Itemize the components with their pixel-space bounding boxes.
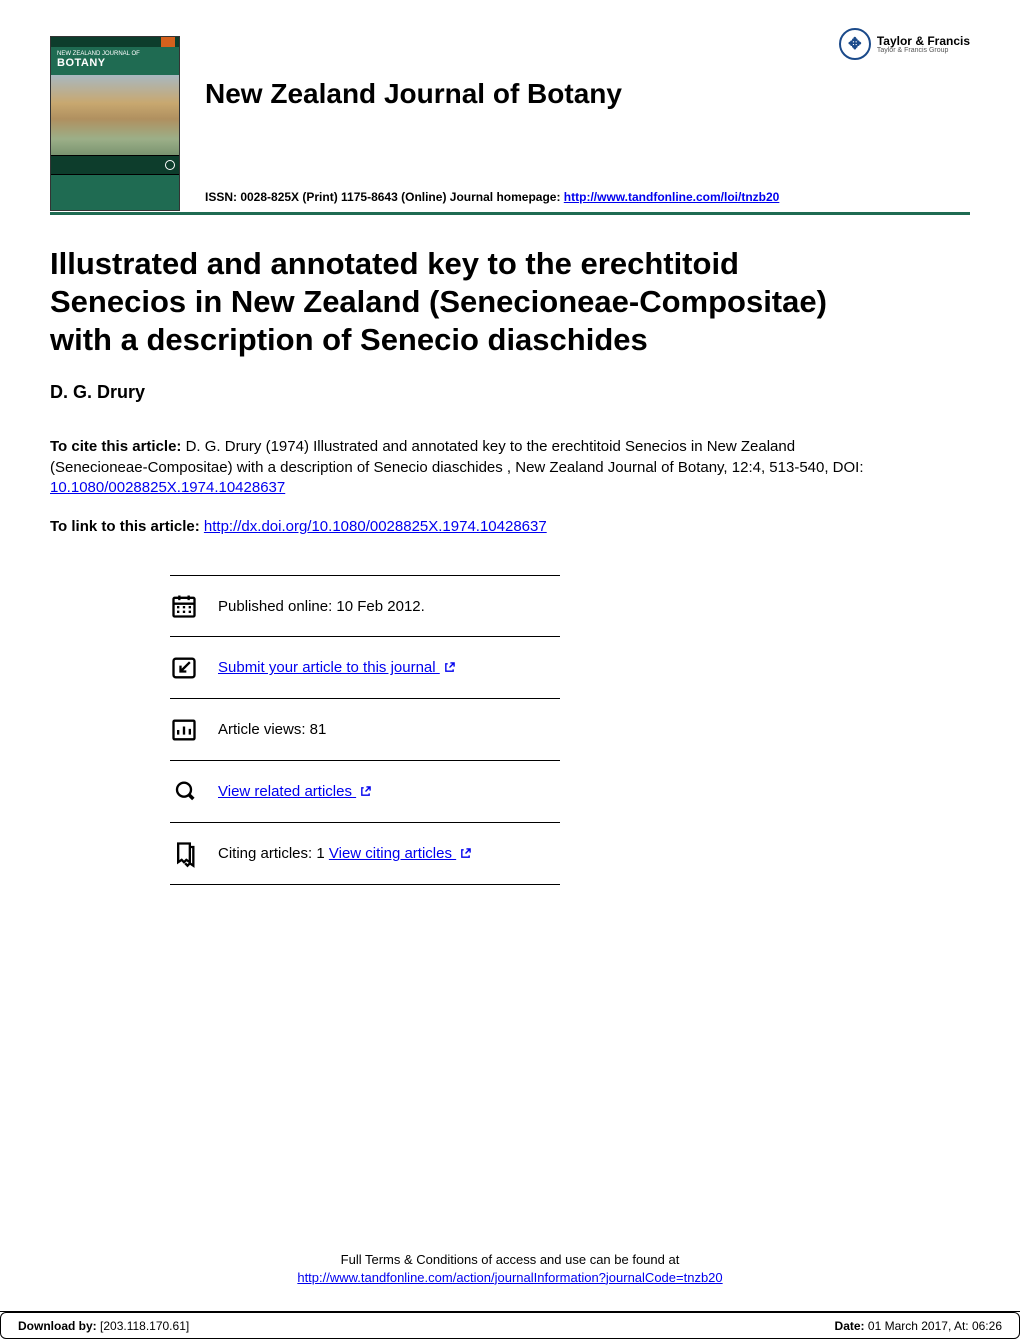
footer-terms: Full Terms & Conditions of access and us…: [0, 1251, 1020, 1287]
calendar-icon: [170, 592, 198, 620]
header-divider: [50, 212, 970, 215]
citing-label: Citing articles: 1 View citing articles: [218, 845, 471, 862]
cover-small-title: NEW ZEALAND JOURNAL OF: [51, 47, 179, 57]
download-date-value: 01 March 2017, At: 06:26: [865, 1319, 1002, 1333]
citing-prefix: Citing articles: 1: [218, 845, 329, 862]
publisher-sub: Taylor & Francis Group: [877, 47, 970, 54]
cover-big-title: BOTANY: [51, 57, 179, 75]
actions-list: Published online: 10 Feb 2012. Submit yo…: [170, 575, 560, 885]
external-link-icon: [360, 784, 371, 795]
page-header: ✥ Taylor & Francis Taylor & Francis Grou…: [0, 0, 1020, 215]
footer-terms-link[interactable]: http://www.tandfonline.com/action/journa…: [297, 1270, 722, 1285]
publisher-logo[interactable]: ✥ Taylor & Francis Taylor & Francis Grou…: [839, 28, 970, 60]
cover-top-bar: [51, 37, 179, 47]
citation-block: To cite this article: D. G. Drury (1974)…: [50, 437, 870, 498]
publisher-name: Taylor & Francis: [877, 35, 970, 47]
published-label: Published online: 10 Feb 2012.: [218, 598, 425, 615]
article-title: Illustrated and annotated key to the ere…: [50, 245, 870, 358]
related-link[interactable]: View related articles: [218, 783, 356, 800]
cover-band-logo-icon: [165, 160, 175, 170]
action-published: Published online: 10 Feb 2012.: [170, 575, 560, 637]
related-icon: [170, 778, 198, 806]
download-date-label: Date:: [835, 1319, 865, 1333]
download-by-label: Download by:: [18, 1319, 97, 1333]
cover-bottom-band: [51, 155, 179, 175]
submit-label: Submit your article to this journal: [218, 659, 455, 676]
action-citing[interactable]: Citing articles: 1 View citing articles: [170, 823, 560, 885]
action-views: Article views: 81: [170, 699, 560, 761]
issn-line: ISSN: 0028-825X (Print) 1175-8643 (Onlin…: [205, 190, 970, 204]
publisher-logo-icon: ✥: [839, 28, 871, 60]
views-label: Article views: 81: [218, 721, 326, 738]
citing-icon: [170, 840, 198, 868]
action-related[interactable]: View related articles: [170, 761, 560, 823]
submit-link[interactable]: Submit your article to this journal: [218, 659, 440, 676]
views-icon: [170, 716, 198, 744]
download-bar: Download by: [203.118.170.61] Date: 01 M…: [0, 1311, 1020, 1339]
download-date: Date: 01 March 2017, At: 06:26: [835, 1319, 1002, 1333]
journal-title: New Zealand Journal of Botany: [205, 78, 970, 110]
external-link-icon: [460, 846, 471, 857]
publisher-glyph: ✥: [848, 34, 861, 54]
citation-label: To cite this article:: [50, 438, 181, 455]
main-content: Illustrated and annotated key to the ere…: [0, 215, 920, 885]
footer-line1: Full Terms & Conditions of access and us…: [0, 1251, 1020, 1269]
publisher-text-wrap: Taylor & Francis Taylor & Francis Group: [877, 35, 970, 54]
download-by: Download by: [203.118.170.61]: [18, 1319, 189, 1333]
cover-photo: [51, 75, 179, 155]
link-label: To link to this article:: [50, 518, 204, 535]
external-link-icon: [444, 660, 455, 671]
citing-link[interactable]: View citing articles: [329, 845, 456, 862]
link-block: To link to this article: http://dx.doi.o…: [50, 518, 870, 535]
related-label: View related articles: [218, 783, 371, 800]
citation-doi-link[interactable]: 10.1080/0028825X.1974.10428637: [50, 479, 285, 496]
issn-text: ISSN: 0028-825X (Print) 1175-8643 (Onlin…: [205, 190, 564, 204]
action-submit[interactable]: Submit your article to this journal: [170, 637, 560, 699]
article-author: D. G. Drury: [50, 382, 870, 403]
journal-cover-thumbnail[interactable]: NEW ZEALAND JOURNAL OF BOTANY: [50, 36, 180, 211]
article-doi-link[interactable]: http://dx.doi.org/10.1080/0028825X.1974.…: [204, 518, 547, 535]
submit-icon: [170, 654, 198, 682]
download-by-value: [203.118.170.61]: [97, 1319, 190, 1333]
journal-homepage-link[interactable]: http://www.tandfonline.com/loi/tnzb20: [564, 190, 780, 204]
